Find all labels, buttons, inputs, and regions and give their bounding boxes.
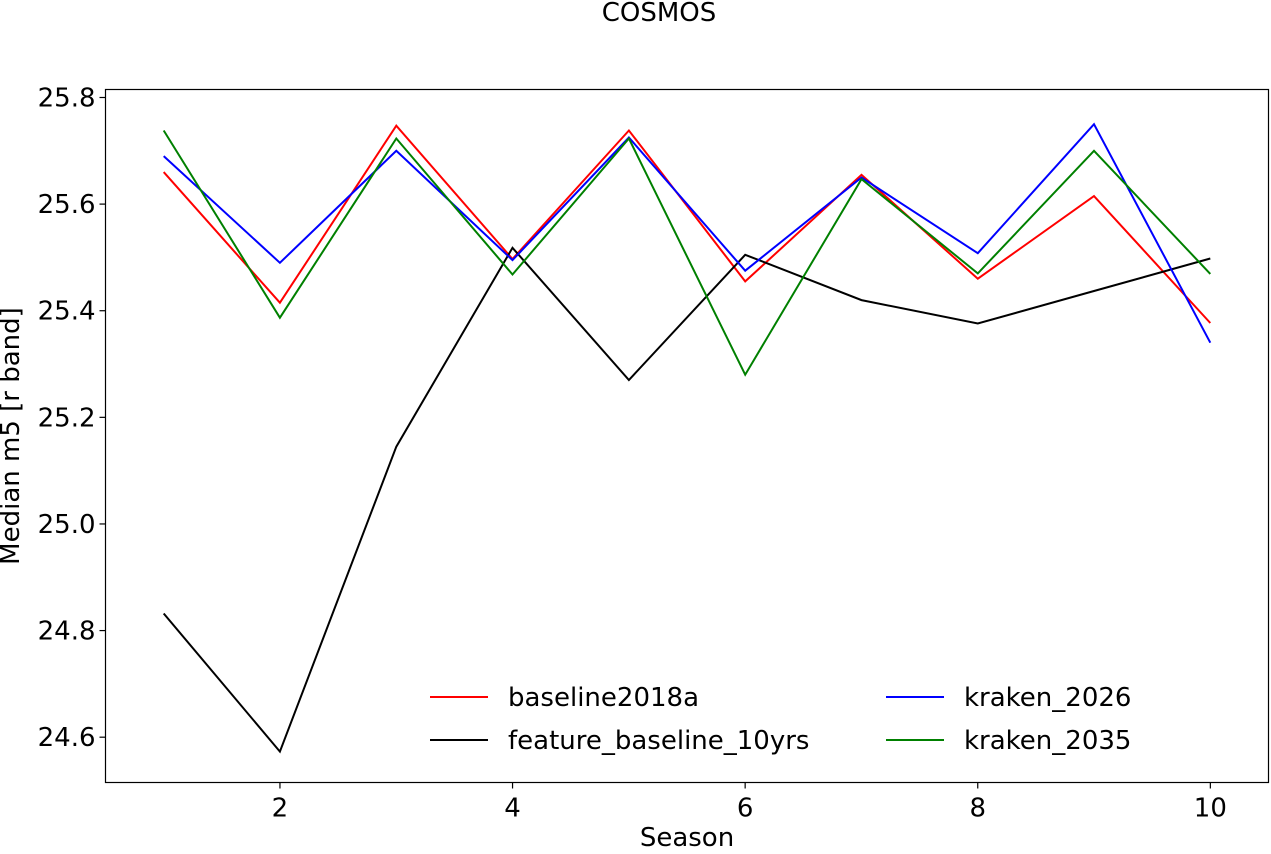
y-axis: 24.6 24.8 25.0 25.2 25.4 25.6 25.8 — [38, 83, 106, 753]
chart-title: COSMOS — [602, 0, 717, 28]
x-tick-label: 10 — [1194, 794, 1227, 824]
y-tick-label: 24.6 — [38, 723, 96, 753]
series-layer — [162, 122, 1212, 754]
x-axis: 2 4 6 8 10 — [272, 782, 1227, 824]
series-line-3 — [162, 129, 1212, 377]
y-tick-label: 25.0 — [38, 510, 96, 540]
legend-label: kraken_2026 — [964, 683, 1131, 713]
series-line-0 — [162, 124, 1212, 324]
y-tick-label: 25.4 — [38, 297, 96, 327]
y-tick-label: 25.6 — [38, 190, 96, 220]
x-tick-label: 8 — [969, 794, 986, 824]
x-tick-label: 6 — [737, 794, 754, 824]
plot-frame — [104, 88, 1270, 784]
legend: baseline2018a feature_baseline_10yrs krake… — [430, 683, 1131, 756]
y-tick-label: 25.8 — [38, 83, 96, 113]
y-axis-label: Median m5 [r band] — [0, 307, 26, 565]
series-line-1 — [162, 246, 1211, 754]
x-tick-label: 2 — [272, 794, 289, 824]
y-tick-label: 24.8 — [38, 617, 96, 647]
legend-label: feature_baseline_10yrs — [508, 726, 809, 756]
y-tick-label: 25.2 — [38, 403, 96, 433]
legend-label: kraken_2035 — [964, 726, 1131, 756]
x-tick-label: 4 — [504, 794, 521, 824]
x-axis-label: Season — [640, 823, 734, 853]
series-line-2 — [163, 122, 1212, 344]
legend-label: baseline2018a — [508, 683, 699, 713]
